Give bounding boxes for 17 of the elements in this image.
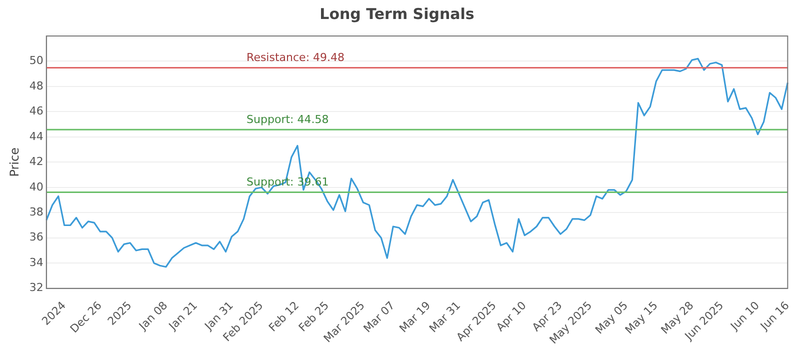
y-axis-title: Price — [7, 148, 22, 177]
y-tick-label: 42 — [29, 155, 44, 168]
y-tick-label: 32 — [29, 281, 44, 294]
ref-line-label: Resistance: 49.48 — [246, 51, 345, 64]
y-tick-label: 34 — [29, 256, 44, 269]
y-tick-label: 48 — [29, 79, 44, 92]
y-tick-label: 46 — [29, 104, 44, 118]
y-tick-label: 40 — [29, 180, 44, 194]
y-tick-label: 38 — [29, 205, 44, 218]
ref-line-label: Support: 44.58 — [246, 112, 329, 126]
x-tick-label: Jan 21 — [166, 298, 200, 334]
chart-title: Long Term Signals — [320, 4, 474, 23]
x-tick-label: Dec 26 — [68, 298, 104, 336]
y-tick-label: 50 — [29, 54, 44, 68]
x-tick-label: Apr 10 — [494, 298, 529, 334]
y-tick-label: 44 — [29, 130, 44, 143]
y-tick-label: 36 — [29, 230, 44, 244]
